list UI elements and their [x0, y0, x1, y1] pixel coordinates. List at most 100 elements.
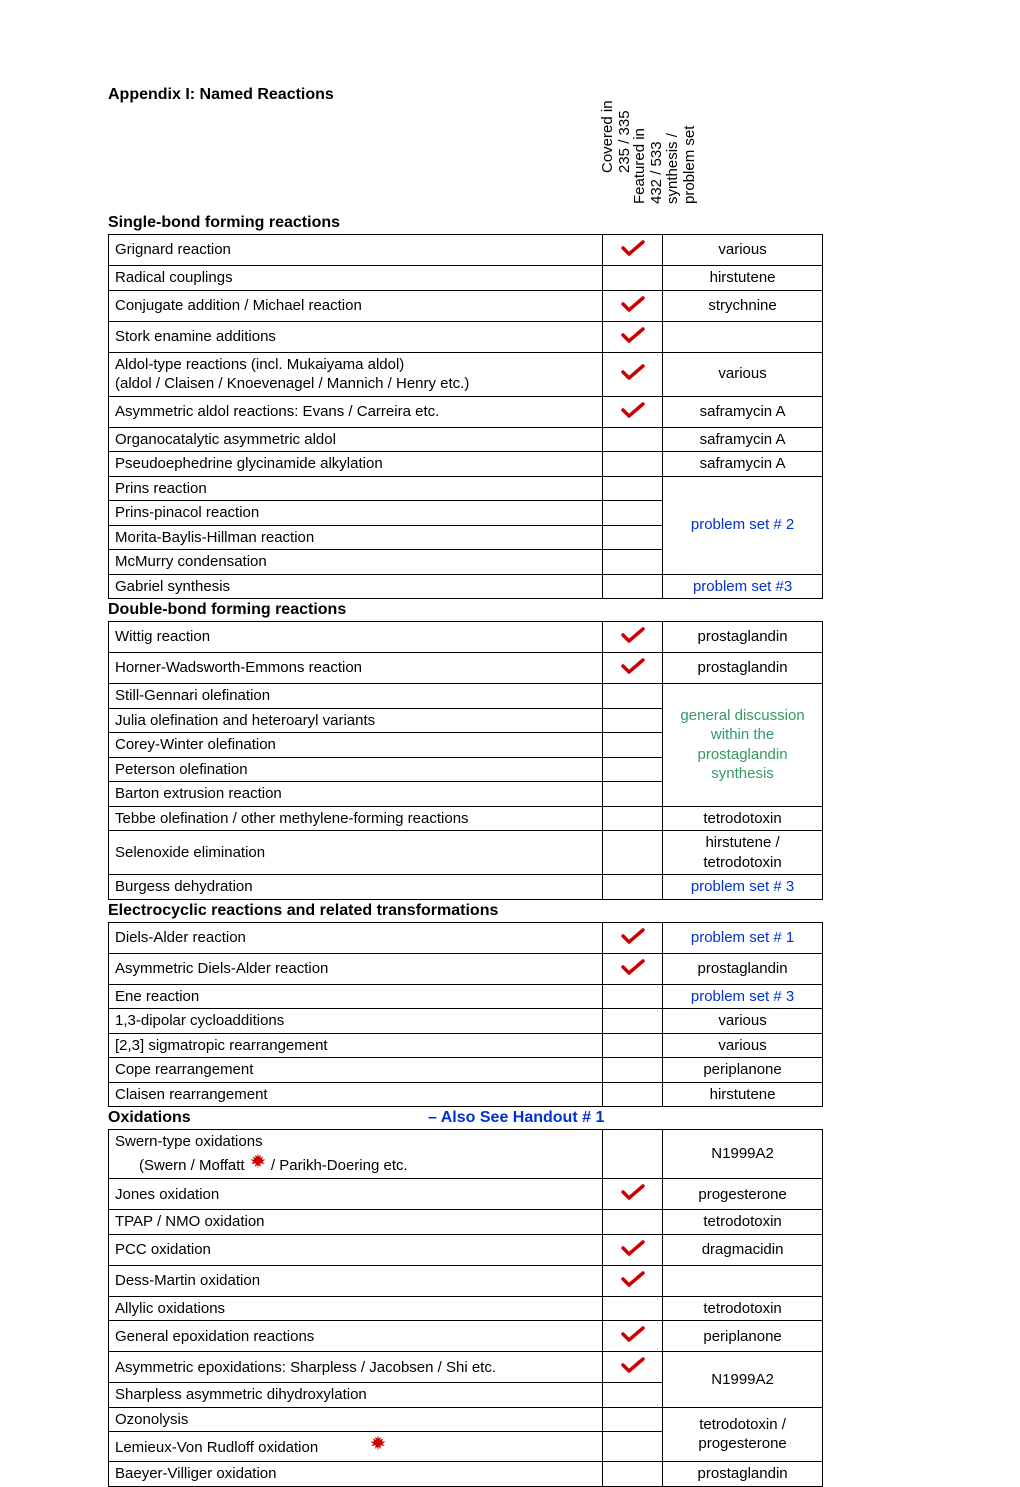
reactions-table: Grignard reactionvariousRadical coupling… [108, 234, 823, 599]
check-cell [603, 831, 663, 875]
check-cell [603, 1033, 663, 1058]
check-cell [603, 574, 663, 599]
table-row: Diels-Alder reactionproblem set # 1 [109, 922, 823, 953]
reaction-cell: Grignard reaction [109, 235, 603, 266]
reaction-cell: Conjugate addition / Michael reaction [109, 290, 603, 321]
feature-cell: prostaglandin [663, 1462, 823, 1487]
feature-cell: various [663, 1033, 823, 1058]
check-cell [603, 953, 663, 984]
check-cell [603, 1321, 663, 1352]
reaction-cell: Burgess dehydration [109, 875, 603, 900]
check-cell [603, 1130, 663, 1179]
check-cell [603, 352, 663, 396]
feature-cell: prostaglandin [663, 953, 823, 984]
reaction-cell: General epoxidation reactions [109, 1321, 603, 1352]
check-cell [603, 782, 663, 807]
reaction-cell: PCC oxidation [109, 1234, 603, 1265]
check-cell [603, 1352, 663, 1383]
check-cell [603, 1179, 663, 1210]
check-cell [603, 875, 663, 900]
table-row: Wittig reaction prostaglandin [109, 622, 823, 653]
maple-leaf-icon [369, 1434, 387, 1459]
feature-cell: problem set # 1 [663, 922, 823, 953]
check-cell [603, 806, 663, 831]
check-cell [603, 476, 663, 501]
table-row: Asymmetric Diels-Alder reaction prostagla… [109, 953, 823, 984]
table-row: Gabriel synthesisproblem set #3 [109, 574, 823, 599]
feature-cell: problem set # 3 [663, 984, 823, 1009]
reaction-cell: Prins-pinacol reaction [109, 501, 603, 526]
check-cell [603, 321, 663, 352]
feature-cell: periplanone [663, 1321, 823, 1352]
checkmark-icon [621, 626, 645, 648]
checkmark-icon [621, 1183, 645, 1205]
check-cell [603, 1432, 663, 1462]
table-row: Prins reactionproblem set # 2 [109, 476, 823, 501]
feature-cell: tetrodotoxin [663, 1296, 823, 1321]
feature-cell: tetrodotoxin [663, 1210, 823, 1235]
feature-cell [663, 1265, 823, 1296]
header-featured: Featured in432 / 533synthesis /problem s… [663, 120, 813, 208]
table-row: Ene reaction problem set # 3 [109, 984, 823, 1009]
table-header-row: Covered in235 / 335 Featured in432 / 533… [108, 120, 912, 208]
table-row: TPAP / NMO oxidation tetrodotoxin [109, 1210, 823, 1235]
check-cell [603, 1058, 663, 1083]
checkmark-icon [621, 958, 645, 980]
checkmark-icon [621, 1356, 645, 1378]
feature-cell: progesterone [663, 1179, 823, 1210]
reaction-cell: Still-Gennari olefination [109, 684, 603, 709]
reactions-table: Wittig reactionprostaglandinHorner-Wadsw… [108, 621, 823, 900]
reaction-cell: Ozonolysis [109, 1407, 603, 1432]
section-title: Electrocyclic reactions and related tran… [108, 900, 912, 922]
reactions-table: Swern-type oxidations(Swern / Moffatt / … [108, 1129, 823, 1487]
table-row: Burgess dehydration problem set # 3 [109, 875, 823, 900]
feature-cell: dragmacidin [663, 1234, 823, 1265]
checkmark-icon [621, 326, 645, 348]
check-cell [603, 1265, 663, 1296]
reaction-cell: Baeyer-Villiger oxidation [109, 1462, 603, 1487]
table-row: Tebbe olefination / other methylene-form… [109, 806, 823, 831]
check-cell [603, 525, 663, 550]
reaction-cell: Ene reaction [109, 984, 603, 1009]
feature-cell: periplanone [663, 1058, 823, 1083]
reaction-cell: Selenoxide elimination [109, 831, 603, 875]
checkmark-icon [621, 401, 645, 423]
table-row: Cope rearrangementperiplanone [109, 1058, 823, 1083]
reaction-cell: Stork enamine additions [109, 321, 603, 352]
reaction-cell: Jones oxidation [109, 1179, 603, 1210]
reaction-cell: Asymmetric Diels-Alder reaction [109, 953, 603, 984]
checkmark-icon [621, 1325, 645, 1347]
checkmark-icon [621, 239, 645, 261]
section-title: Oxidations– Also See Handout # 1 [108, 1107, 912, 1129]
check-cell [603, 452, 663, 477]
table-row: Allylic oxidations tetrodotoxin [109, 1296, 823, 1321]
feature-cell: N1999A2 [663, 1130, 823, 1179]
checkmark-icon [621, 295, 645, 317]
table-row: Pseudoephedrine glycinamide alkylationsa… [109, 452, 823, 477]
checkmark-icon [621, 1239, 645, 1261]
checkmark-icon [621, 1270, 645, 1292]
checkmark-icon [621, 927, 645, 949]
reaction-cell: Morita-Baylis-Hillman reaction [109, 525, 603, 550]
reaction-cell: Wittig reaction [109, 622, 603, 653]
reaction-cell: Allylic oxidations [109, 1296, 603, 1321]
table-row: Swern-type oxidations(Swern / Moffatt / … [109, 1130, 823, 1179]
reaction-cell: Barton extrusion reaction [109, 782, 603, 807]
check-cell [603, 757, 663, 782]
feature-cell: saframycin A [663, 396, 823, 427]
feature-cell: prostaglandin [663, 653, 823, 684]
reaction-cell: [2,3] sigmatropic rearrangement [109, 1033, 603, 1058]
reactions-table: Diels-Alder reactionproblem set # 1Asymm… [108, 922, 823, 1108]
feature-cell: general discussion within the prostaglan… [663, 684, 823, 807]
check-cell [603, 1082, 663, 1107]
reaction-cell: Peterson olefination [109, 757, 603, 782]
reaction-cell: TPAP / NMO oxidation [109, 1210, 603, 1235]
feature-cell: hirstutene [663, 1082, 823, 1107]
check-cell [603, 984, 663, 1009]
feature-cell: various [663, 352, 823, 396]
feature-cell: saframycin A [663, 427, 823, 452]
table-row: Still-Gennari olefinationgeneral discuss… [109, 684, 823, 709]
reaction-cell: Swern-type oxidations(Swern / Moffatt / … [109, 1130, 603, 1179]
feature-cell: problem set # 3 [663, 875, 823, 900]
feature-cell: prostaglandin [663, 622, 823, 653]
